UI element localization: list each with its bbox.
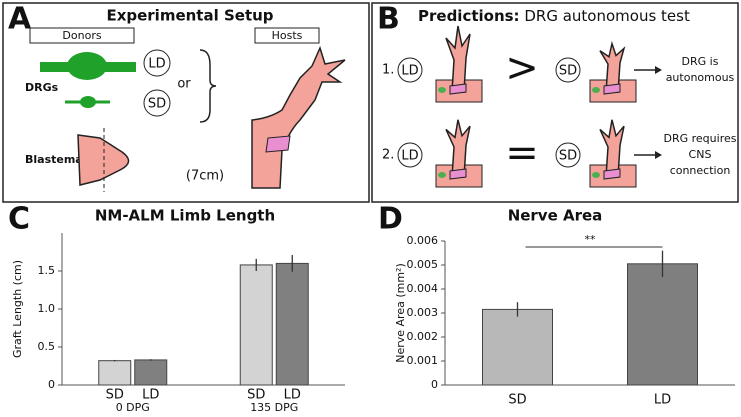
- y-tick-label: 0.002: [407, 330, 439, 343]
- bar: [482, 308, 553, 386]
- chart-title: NM-ALM Limb Length: [95, 207, 275, 225]
- limb: [445, 119, 471, 178]
- condition: SD: [559, 149, 577, 164]
- outcome: DRG is: [682, 55, 719, 68]
- limb: [445, 25, 471, 93]
- y-tick-label: 1.0: [38, 302, 56, 315]
- circle: [397, 142, 423, 168]
- panel-letter: D: [378, 202, 403, 237]
- arrow-head: [655, 66, 662, 74]
- panel-letter: C: [8, 202, 30, 237]
- panel-letter: A: [8, 2, 32, 37]
- brace: [199, 49, 217, 123]
- graft: [265, 135, 291, 153]
- or-label: or: [177, 77, 191, 92]
- x-tick-label: LD: [654, 393, 671, 408]
- host-limb: [251, 45, 346, 189]
- drg: [438, 172, 446, 178]
- panel-letter: B: [377, 2, 400, 37]
- sd-label: SD: [148, 97, 166, 112]
- outcome: autonomous: [666, 71, 735, 84]
- graft: [449, 83, 467, 95]
- y-tick-label: 1.5: [38, 264, 56, 277]
- y-tick-label: 0.005: [407, 258, 439, 271]
- series-label: LD: [142, 388, 159, 403]
- drg-small: [80, 96, 96, 108]
- donors-label: Donors: [62, 29, 101, 42]
- significance: **: [585, 233, 597, 246]
- drg: [438, 87, 446, 93]
- title-bold: Predictions:: [418, 7, 520, 25]
- hosts-label: Hosts: [272, 29, 303, 42]
- label-box: [29, 27, 135, 44]
- x-group-label: 0 DPG: [116, 401, 150, 414]
- y-tick-label: 0.5: [38, 340, 56, 353]
- series-label: SD: [247, 388, 265, 403]
- circle: [555, 57, 581, 83]
- drg: [592, 172, 600, 178]
- circle: [143, 49, 171, 77]
- limb: [599, 40, 626, 93]
- x-group-label: 135 DPG: [250, 401, 298, 414]
- drgs-label: DRGs: [25, 81, 59, 94]
- bar: [627, 263, 698, 386]
- graft: [603, 168, 621, 180]
- y-axis-label: Nerve Area (mm²): [394, 263, 407, 363]
- blastemas-label: Blastemas: [25, 153, 90, 166]
- bar: [98, 360, 132, 386]
- circle: [397, 57, 423, 83]
- predictions: 1. LD > SD DRG is autonomous 2. LD = SD DRG requir…: [382, 25, 737, 188]
- bar: [239, 264, 273, 386]
- row-number: 1.: [382, 63, 394, 78]
- panel-a-frame: [2, 2, 370, 203]
- y-axis-label: Graft Length (cm): [11, 260, 24, 358]
- series-label: LD: [284, 388, 301, 403]
- arrow-head: [655, 151, 662, 159]
- panel-b-frame: [371, 2, 739, 203]
- circle: [143, 89, 171, 117]
- limb: [599, 119, 625, 178]
- y-tick-label: 0.006: [407, 234, 439, 247]
- outcome: DRG requires: [664, 132, 737, 145]
- y-tick-label: 0: [48, 378, 55, 391]
- condition: LD: [401, 149, 418, 164]
- condition: SD: [559, 64, 577, 79]
- title-rest: DRG autonomous test: [524, 7, 690, 25]
- relation: >: [505, 45, 539, 91]
- condition: LD: [401, 64, 418, 79]
- graft: [449, 168, 467, 180]
- panel-title: Predictions: DRG autonomous test: [418, 7, 690, 25]
- y-tick-label: 0.001: [407, 354, 439, 367]
- x-tick-label: SD: [508, 393, 526, 408]
- label-box: [254, 27, 320, 44]
- charts: C NM-ALM Limb Length Graft Length (cm) 0 0.5…: [8, 202, 735, 414]
- outcome: connection: [670, 164, 731, 177]
- bar: [134, 359, 168, 386]
- relation: =: [505, 130, 539, 176]
- drg: [592, 87, 600, 93]
- chart-title: Nerve Area: [508, 207, 603, 225]
- series-label: SD: [106, 388, 124, 403]
- circle: [555, 142, 581, 168]
- blastema: [77, 134, 130, 186]
- drg-large: [67, 52, 107, 80]
- y-tick-label: 0.004: [407, 282, 439, 295]
- graft: [603, 83, 621, 95]
- bar: [275, 262, 309, 386]
- ld-label: LD: [148, 57, 165, 72]
- panel-title: Experimental Setup: [106, 7, 273, 25]
- row-number: 2.: [382, 148, 394, 163]
- size-label: (7cm): [186, 169, 224, 184]
- y-tick-label: 0.003: [407, 306, 439, 319]
- y-tick-label: 0: [431, 378, 438, 391]
- outcome: CNS: [689, 148, 712, 161]
